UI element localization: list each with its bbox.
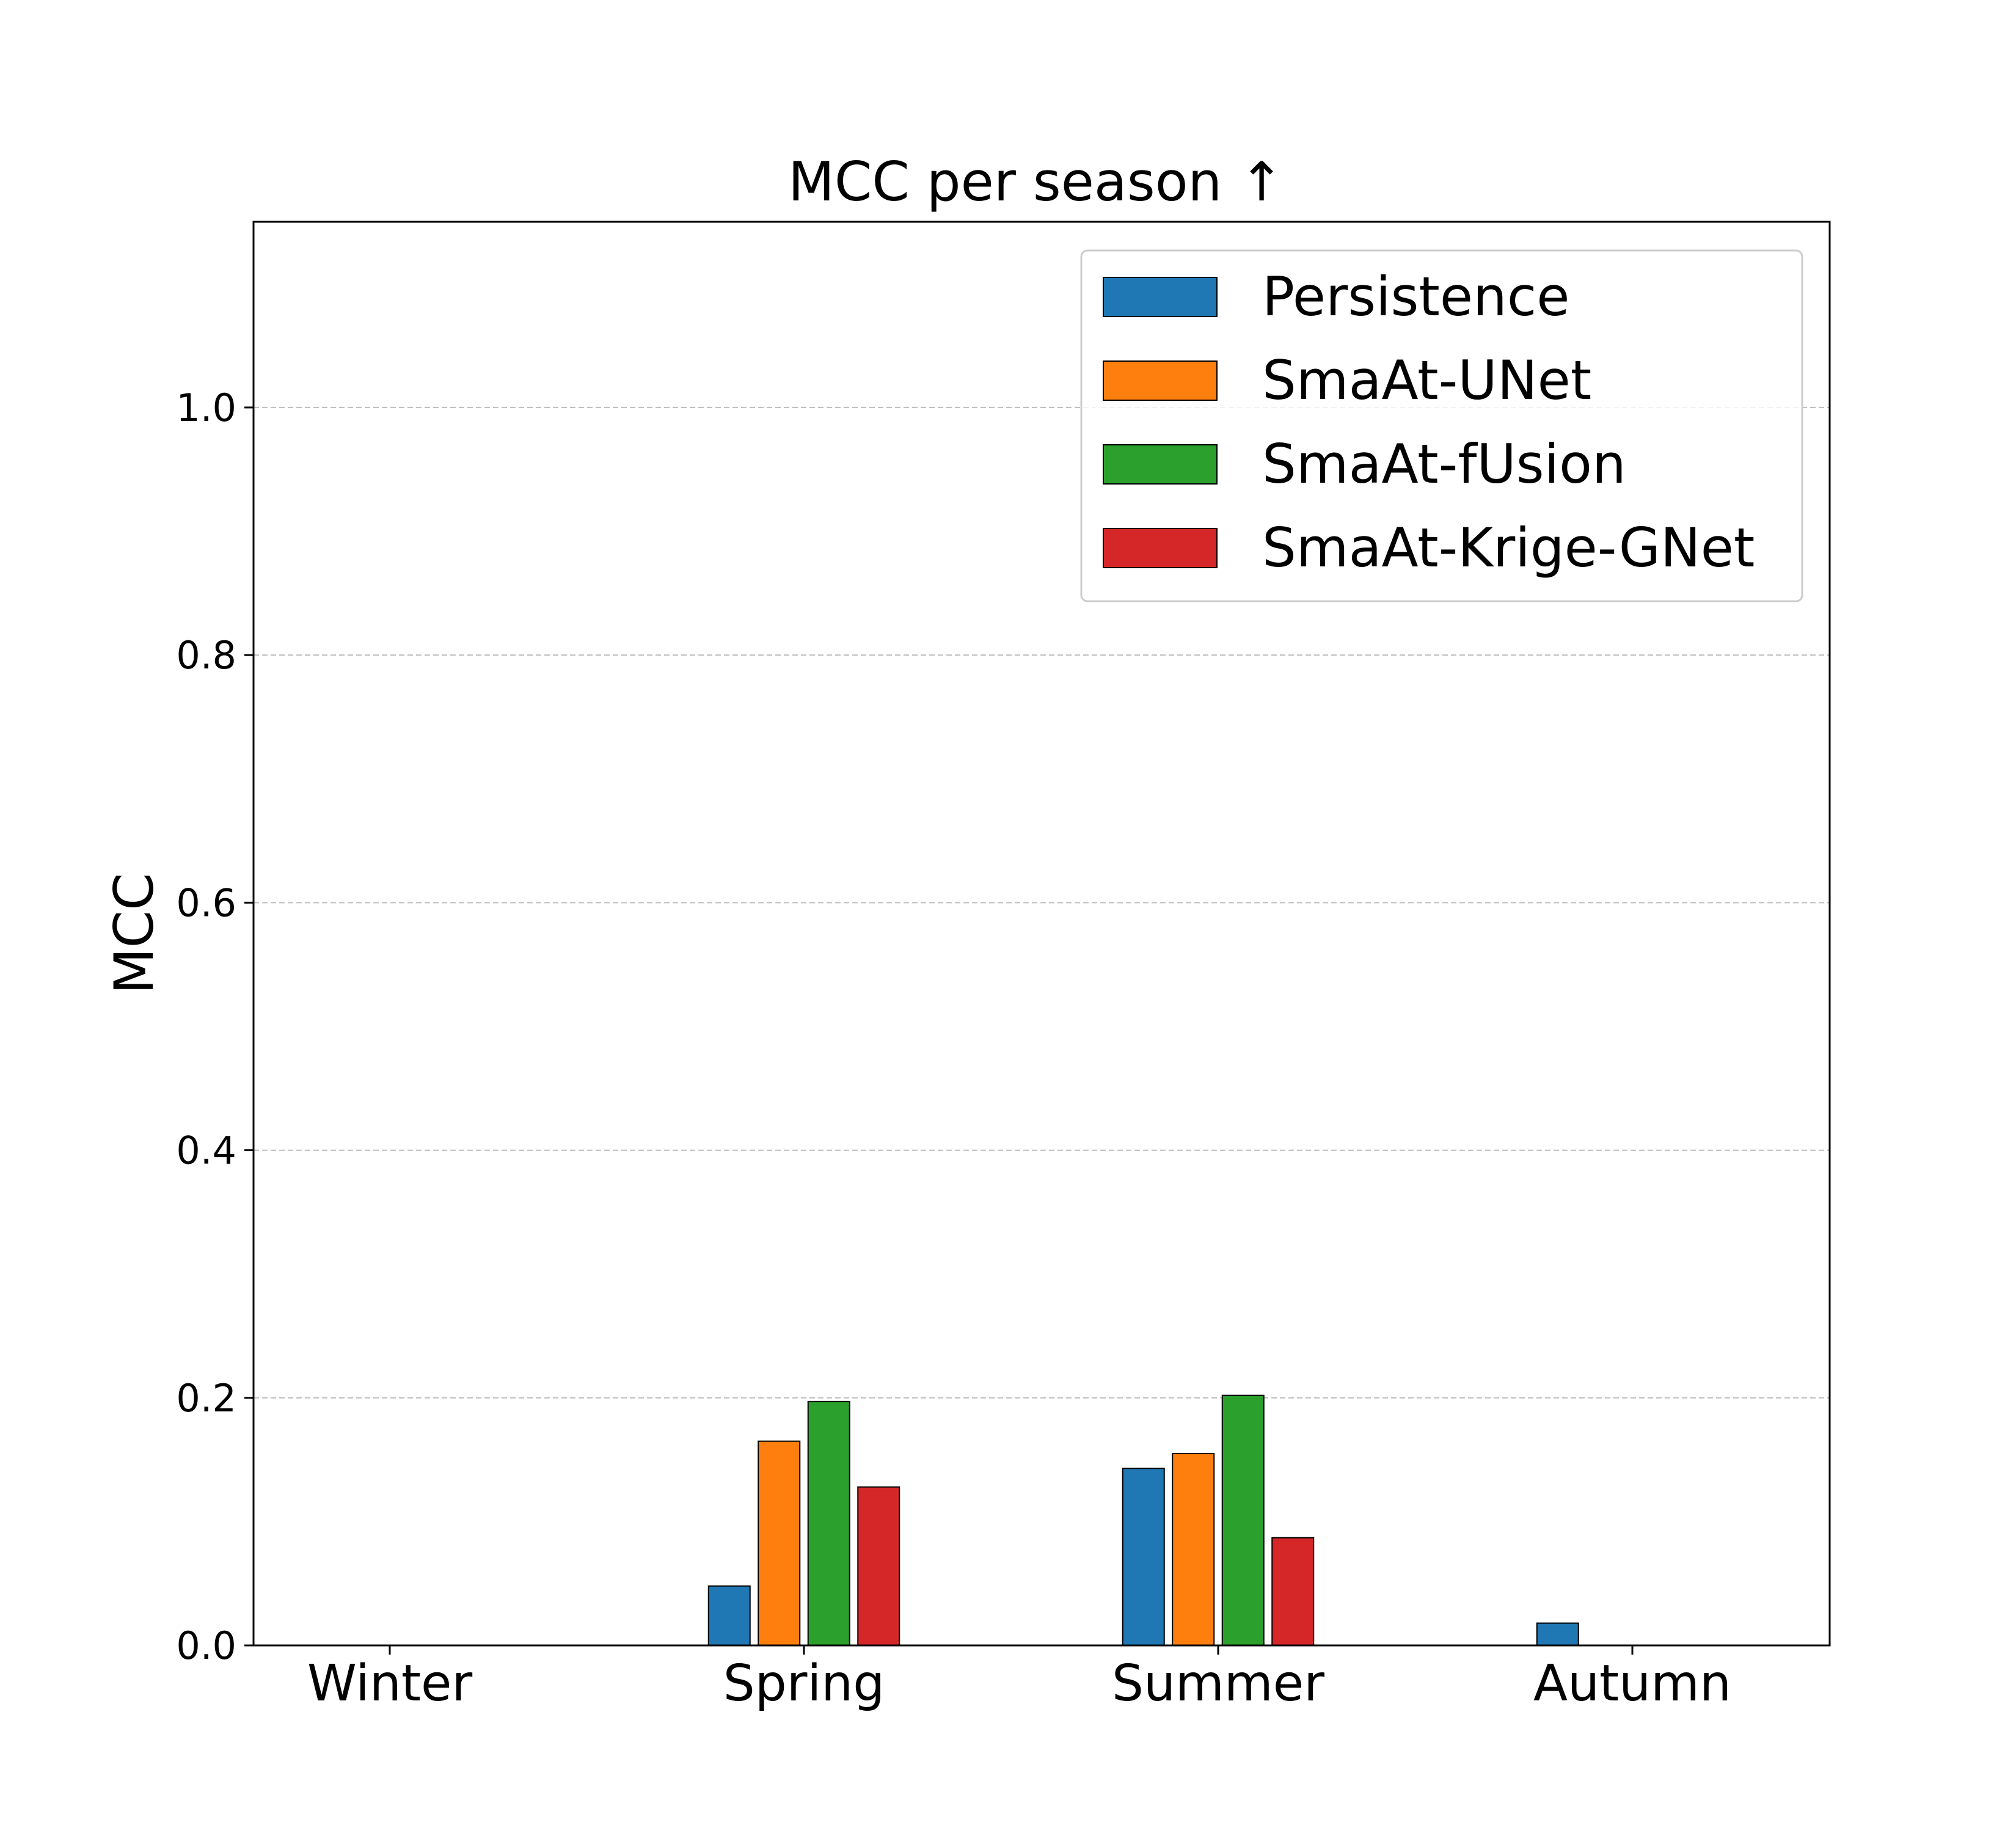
- legend-label: SmaAt-Krige-GNet: [1262, 516, 1755, 579]
- bar: [1271, 1537, 1315, 1647]
- x-tick-label: Spring: [723, 1655, 885, 1713]
- y-tick-label: 0.6: [176, 880, 236, 925]
- y-axis: 0.0 0.2 0.4 0.6 0.8 1.0: [176, 386, 254, 1668]
- y-tick-label: 0.4: [176, 1129, 236, 1173]
- y-tick-label: 0.8: [176, 633, 236, 678]
- legend-swatch: [1103, 444, 1218, 485]
- y-tick-label: 0.2: [176, 1376, 236, 1421]
- legend: Persistence SmaAt-UNet SmaAt-fUsion SmaAt-K…: [1080, 249, 1803, 602]
- bar: [807, 1400, 850, 1646]
- chart-title: MCC per season ↑: [788, 150, 1284, 213]
- legend-swatch: [1103, 277, 1218, 317]
- x-tick-label: Summer: [1112, 1655, 1324, 1713]
- bar: [857, 1486, 900, 1647]
- x-tick-label: Winter: [307, 1655, 473, 1713]
- y-axis-label: MCC: [103, 873, 166, 995]
- bar: [1122, 1468, 1165, 1646]
- y-tick-label: 1.0: [176, 386, 236, 430]
- bar: [1172, 1452, 1215, 1647]
- y-tick-label: 0.0: [176, 1623, 236, 1668]
- bar: [707, 1585, 751, 1646]
- bar: [758, 1440, 801, 1646]
- legend-box: [1080, 249, 1803, 602]
- legend-swatch: [1103, 360, 1218, 401]
- plot-frame: [252, 221, 1831, 1647]
- legend-swatch: [1103, 528, 1218, 568]
- bar: [1536, 1622, 1579, 1647]
- legend-label: SmaAt-fUsion: [1262, 433, 1626, 496]
- x-axis: Winter Spring Summer Autumn: [307, 1645, 1731, 1713]
- legend-label: SmaAt-UNet: [1262, 349, 1591, 412]
- bar: [1221, 1394, 1265, 1647]
- x-tick-label: Autumn: [1533, 1655, 1731, 1713]
- bars: [707, 1394, 1579, 1647]
- legend-label: Persistence: [1262, 265, 1569, 328]
